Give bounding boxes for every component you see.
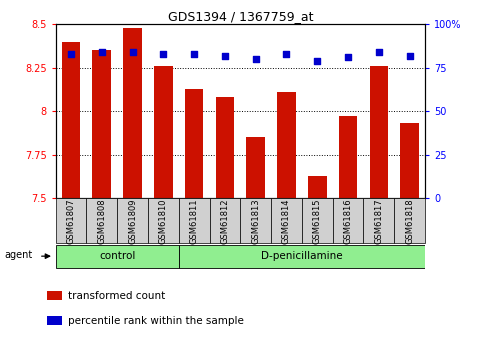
Bar [123, 28, 142, 198]
Bar [47, 316, 62, 325]
Bar [271, 198, 302, 243]
Text: control: control [99, 251, 135, 260]
Point [159, 51, 167, 57]
Text: GSM61811: GSM61811 [190, 198, 199, 244]
Bar [154, 66, 172, 198]
Text: GSM61808: GSM61808 [97, 198, 106, 244]
Text: GSM61809: GSM61809 [128, 198, 137, 244]
Bar [47, 291, 62, 300]
Text: D-penicillamine: D-penicillamine [261, 251, 342, 260]
Bar [333, 198, 364, 243]
Point [283, 51, 290, 57]
Text: percentile rank within the sample: percentile rank within the sample [69, 316, 244, 326]
Point [221, 53, 229, 58]
Bar [62, 41, 80, 198]
Bar [117, 198, 148, 243]
Point [252, 56, 259, 62]
Bar [308, 176, 327, 198]
Text: agent: agent [4, 250, 33, 260]
Point [344, 55, 352, 60]
Bar [215, 97, 234, 198]
Text: GSM61815: GSM61815 [313, 198, 322, 244]
Text: GSM61813: GSM61813 [251, 198, 260, 244]
Point [98, 49, 106, 55]
Text: GSM61807: GSM61807 [67, 198, 75, 244]
Point [406, 53, 413, 58]
Bar [400, 124, 419, 198]
Text: transformed count: transformed count [69, 291, 166, 301]
Bar [339, 117, 357, 198]
Point [128, 49, 136, 55]
Bar [86, 198, 117, 243]
Bar [246, 137, 265, 198]
Bar [277, 92, 296, 198]
Bar [148, 198, 179, 243]
Bar [302, 198, 333, 243]
Text: GSM61810: GSM61810 [159, 198, 168, 244]
Text: GSM61812: GSM61812 [220, 198, 229, 244]
Bar [92, 50, 111, 198]
Text: GSM61816: GSM61816 [343, 198, 353, 244]
Title: GDS1394 / 1367759_at: GDS1394 / 1367759_at [168, 10, 313, 23]
Point [313, 58, 321, 63]
Bar [394, 198, 425, 243]
Bar [179, 245, 425, 268]
Text: GSM61814: GSM61814 [282, 198, 291, 244]
Bar [240, 198, 271, 243]
Bar [185, 89, 203, 198]
Bar [56, 245, 179, 268]
Bar [179, 198, 210, 243]
Text: GSM61818: GSM61818 [405, 198, 414, 244]
Bar [369, 66, 388, 198]
Text: GSM61817: GSM61817 [374, 198, 384, 244]
Point [190, 51, 198, 57]
Point [375, 49, 383, 55]
Bar [364, 198, 394, 243]
Bar [56, 198, 86, 243]
Point [67, 51, 75, 57]
Bar [210, 198, 240, 243]
